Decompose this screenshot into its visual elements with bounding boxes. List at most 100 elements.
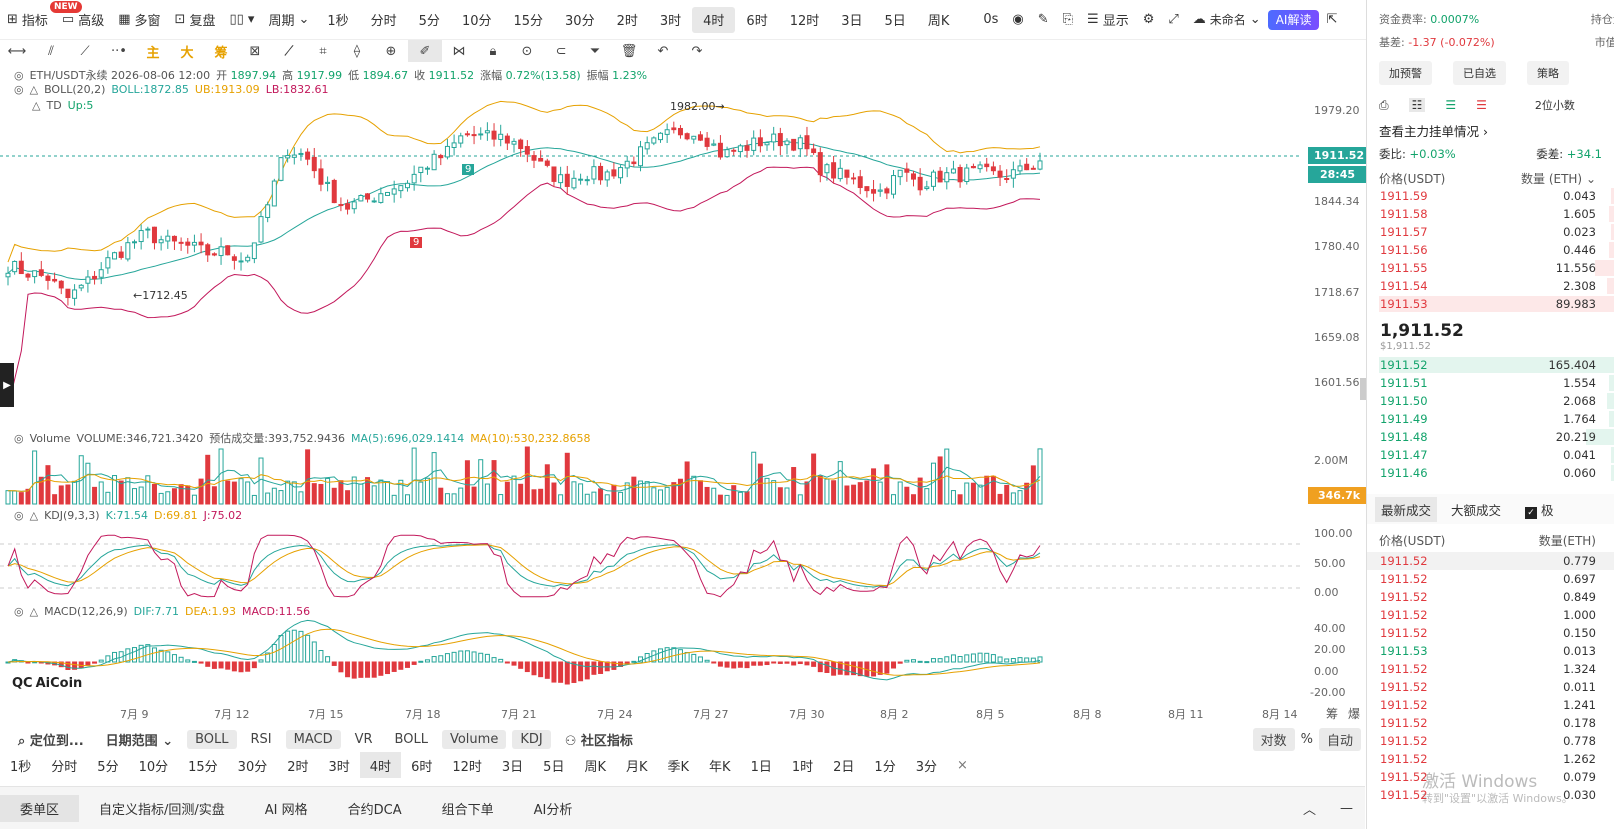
display-button[interactable]: ☰ 显示	[1087, 12, 1129, 29]
orderbook-both-icon[interactable]: ⎙	[1379, 97, 1389, 112]
ruler-tool-icon[interactable]: ⟠	[353, 43, 361, 59]
bottom-period-0[interactable]: 1秒	[10, 759, 32, 775]
large-order-icon[interactable]: 大	[180, 45, 194, 61]
extreme-checkbox[interactable]: ✓ 极	[1525, 500, 1554, 519]
bottom-period-1[interactable]: 分时	[51, 759, 78, 775]
expand-panel-handle[interactable]: ▶	[0, 363, 14, 407]
indicator-button[interactable]: ⊞ 指标	[7, 12, 48, 29]
period-7[interactable]: 3时	[659, 14, 682, 29]
bottom-tab-1[interactable]: 自定义指标/回测/实盘	[99, 802, 225, 818]
indicator-chip-5[interactable]: Volume	[441, 729, 507, 749]
bottom-tab-5[interactable]: AI分析	[533, 802, 573, 818]
ask-row[interactable]: 1911.54 2.308	[1367, 277, 1614, 295]
indicator-chip-4[interactable]: BOLL	[394, 731, 428, 747]
settings-icon[interactable]: ⚙	[1142, 12, 1155, 27]
orderbook-asks-icon[interactable]: ☰	[1476, 98, 1487, 112]
bottom-period-21[interactable]: 3分	[915, 759, 937, 775]
period-10[interactable]: 12时	[789, 14, 820, 29]
close-panel-icon[interactable]: —	[1340, 800, 1353, 816]
period-1[interactable]: 分时	[370, 14, 397, 29]
orderbook-split-icon[interactable]: ☷	[1408, 98, 1426, 112]
close-icon[interactable]: ×	[956, 757, 968, 773]
alert-tool-icon[interactable]: ⊕	[385, 43, 397, 59]
orderbook-bids-icon[interactable]: ☰	[1445, 98, 1457, 112]
liquidation-toggle[interactable]: 爆	[1348, 707, 1361, 721]
bid-row[interactable]: 1911.46 0.060	[1367, 464, 1614, 482]
layout-dropdown[interactable]: ☁ 未命名 ⌄	[1192, 12, 1261, 27]
add-alert-button[interactable]: 加预警	[1379, 61, 1432, 85]
watchlist-button[interactable]: 已自选	[1453, 61, 1506, 85]
advanced-button[interactable]: ▭ 高级	[61, 12, 105, 29]
indicator-chip-0[interactable]: BOLL	[187, 729, 237, 749]
bottom-period-3[interactable]: 10分	[138, 759, 169, 775]
period-4[interactable]: 15分	[513, 14, 544, 29]
bottom-period-16[interactable]: 年K	[709, 759, 731, 775]
bottom-period-15[interactable]: 季K	[667, 759, 690, 775]
brush-tool-icon[interactable]: ✐	[408, 40, 442, 62]
chart-area[interactable]	[0, 62, 1365, 727]
chip-icon[interactable]: 筹	[214, 45, 228, 61]
filter-icon[interactable]: ⏷	[589, 43, 601, 59]
bid-row[interactable]: 1911.48 20.219	[1367, 428, 1614, 446]
period-3[interactable]: 10分	[461, 14, 492, 29]
undo-icon[interactable]: ↶	[657, 43, 669, 59]
parallel-tool-icon[interactable]: ⫽	[48, 43, 54, 59]
latest-trades-tab[interactable]: 最新成交	[1375, 496, 1438, 522]
bottom-tab-2[interactable]: AI 网格	[264, 802, 308, 818]
bottom-period-12[interactable]: 5日	[543, 759, 565, 775]
chip-toggle[interactable]: 筹	[1326, 707, 1339, 721]
locate-button[interactable]: ⌕ 定位到...	[18, 733, 84, 749]
percent-scale-toggle[interactable]: %	[1300, 731, 1313, 747]
ask-row[interactable]: 1911.57 0.023	[1367, 223, 1614, 241]
collapse-up-icon[interactable]: ︿	[1302, 802, 1316, 818]
fullscreen-icon[interactable]: ⤢	[1168, 12, 1179, 27]
bid-row[interactable]: 1911.49 1.764	[1367, 410, 1614, 428]
date-range-dropdown[interactable]: 日期范围 ⌄	[105, 733, 174, 749]
main-orders-link[interactable]: 查看主力挂单情况 ›	[1379, 124, 1488, 139]
ask-row[interactable]: 1911.55 11.556	[1367, 259, 1614, 277]
period-12[interactable]: 5日	[884, 14, 906, 29]
eye-tool-icon[interactable]: ⊙	[521, 43, 533, 59]
period-5[interactable]: 30分	[565, 14, 595, 29]
indicator-chip-2[interactable]: MACD	[285, 729, 341, 749]
magnet-icon[interactable]: ⊂	[555, 43, 567, 59]
period-dropdown[interactable]: 周期 ⌄	[268, 12, 310, 29]
expand-icon[interactable]: ⇱	[1326, 12, 1338, 27]
replay-button[interactable]: ⊡ 复盘	[174, 12, 216, 29]
bottom-period-5[interactable]: 30分	[237, 759, 268, 775]
camera-icon[interactable]: ◉	[1012, 12, 1024, 27]
calc-tool-icon[interactable]: ⊠	[249, 43, 261, 59]
period-2[interactable]: 5分	[418, 14, 440, 29]
bid-row[interactable]: 1911.47 0.041	[1367, 446, 1614, 464]
period-13[interactable]: 周K	[927, 14, 950, 29]
bottom-period-17[interactable]: 1日	[750, 759, 772, 775]
bid-row[interactable]: 1911.50 2.068	[1367, 392, 1614, 410]
pattern-tool-icon[interactable]: ⋈	[452, 43, 466, 59]
bottom-period-8[interactable]: 4时	[359, 752, 402, 778]
ask-row[interactable]: 1911.58 1.605	[1367, 205, 1614, 223]
bottom-period-6[interactable]: 2时	[287, 759, 309, 775]
bottom-period-13[interactable]: 周K	[584, 759, 606, 775]
indicator-chip-3[interactable]: VR	[354, 731, 373, 747]
ask-row[interactable]: 1911.53 89.983	[1367, 295, 1614, 313]
precision-select[interactable]: 2位小数	[1534, 99, 1575, 112]
bottom-period-2[interactable]: 5分	[97, 759, 119, 775]
period-6[interactable]: 2时	[616, 14, 638, 29]
pen-icon[interactable]: ✎	[1037, 12, 1049, 27]
ask-row[interactable]: 1911.56 0.446	[1367, 241, 1614, 259]
measure-tool-icon[interactable]: ⟋̸	[284, 43, 294, 59]
ask-row[interactable]: 1911.59 0.043	[1367, 187, 1614, 205]
bottom-period-10[interactable]: 12时	[452, 759, 482, 775]
share-icon[interactable]: ⎘	[1062, 12, 1074, 27]
bottom-tab-3[interactable]: 合约DCA	[347, 802, 402, 818]
large-trades-tab[interactable]: 大额成交	[1451, 502, 1502, 518]
auto-scale-toggle[interactable]: 自动	[1318, 727, 1361, 751]
community-indicators-button[interactable]: ⚇ 社区指标	[564, 733, 633, 749]
bottom-period-18[interactable]: 1时	[791, 759, 814, 775]
resize-handle[interactable]	[1360, 378, 1366, 400]
bottom-period-14[interactable]: 月K	[625, 759, 648, 775]
bottom-tab-0[interactable]: 委单区	[0, 794, 80, 822]
bottom-period-19[interactable]: 2日	[833, 759, 855, 775]
bid-row[interactable]: 1911.51 1.554	[1367, 374, 1614, 392]
chart-type-button[interactable]: ▯▯ ▾	[222, 6, 261, 34]
